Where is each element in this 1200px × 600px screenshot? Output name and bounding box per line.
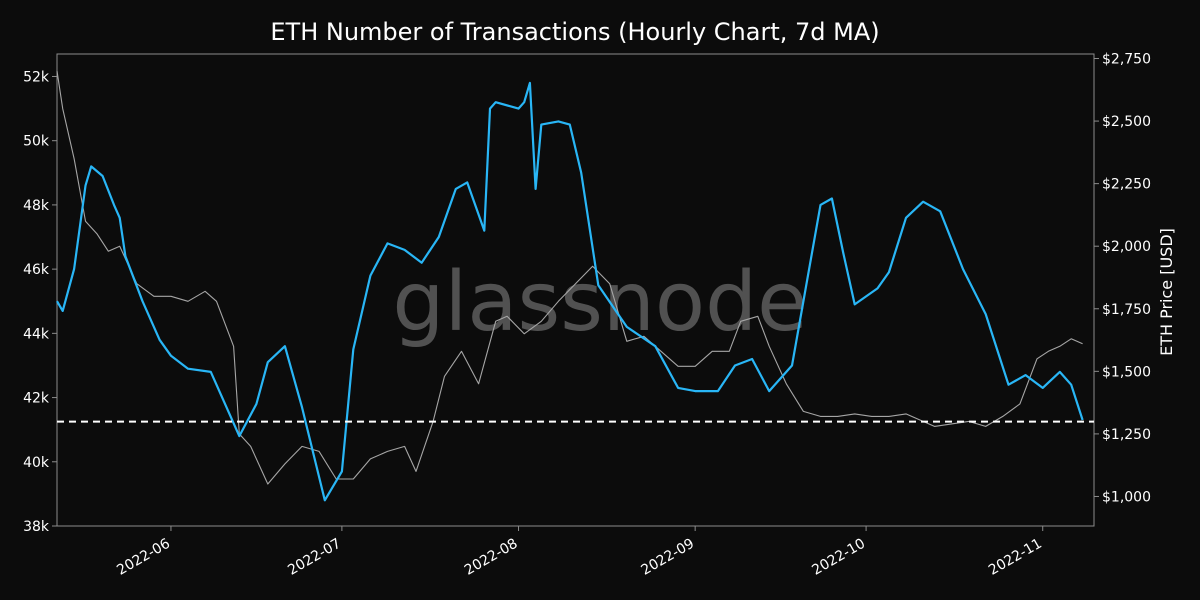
transactions-line (56, 81, 1084, 502)
right-axis-label: ETH Price [USD] (1157, 228, 1176, 356)
right-y-axis: $1,000 $1,250 $1,500 $1,750 $2,000 $2,250 $2,5… (1094, 52, 1151, 505)
x-tick-label: 2022-09 (638, 536, 697, 579)
left-tick-label: 48k (23, 198, 50, 214)
right-tick-label: $1,750 (1102, 302, 1151, 318)
left-tick-label: 38k (23, 519, 50, 535)
right-tick-label: $2,500 (1102, 114, 1151, 130)
right-tick-label: $1,500 (1102, 364, 1151, 380)
right-tick-label: $1,000 (1102, 489, 1151, 505)
left-tick-label: 40k (23, 455, 50, 471)
left-tick-label: 50k (23, 134, 50, 150)
right-tick-label: $1,250 (1102, 427, 1151, 443)
x-tick-label: 2022-11 (986, 536, 1045, 579)
eth-price-series-layer (56, 70, 1083, 485)
chart-title: ETH Number of Transactions (Hourly Chart… (270, 18, 879, 46)
x-axis: 2022-06 2022-07 2022-08 2022-09 2022-10 2022-… (114, 526, 1045, 579)
eth-price-line (56, 70, 1083, 485)
x-tick-label: 2022-07 (285, 536, 344, 579)
plot-frame (56, 53, 1095, 527)
x-tick-label: 2022-10 (809, 536, 868, 579)
left-tick-label: 42k (23, 391, 50, 407)
left-tick-label: 46k (23, 262, 50, 278)
x-tick-label: 2022-06 (114, 536, 173, 579)
x-tick-label: 2022-08 (462, 536, 521, 579)
right-tick-label: $2,750 (1102, 52, 1151, 68)
left-tick-label: 52k (23, 69, 50, 85)
left-tick-label: 44k (23, 326, 50, 342)
watermark-text: glassnode (392, 255, 807, 350)
left-y-axis: 38k 40k 42k 44k 46k 48k 50k 52k (23, 69, 57, 535)
right-tick-label: $2,250 (1102, 177, 1151, 193)
transactions-series-layer (56, 81, 1084, 502)
right-tick-label: $2,000 (1102, 239, 1151, 255)
